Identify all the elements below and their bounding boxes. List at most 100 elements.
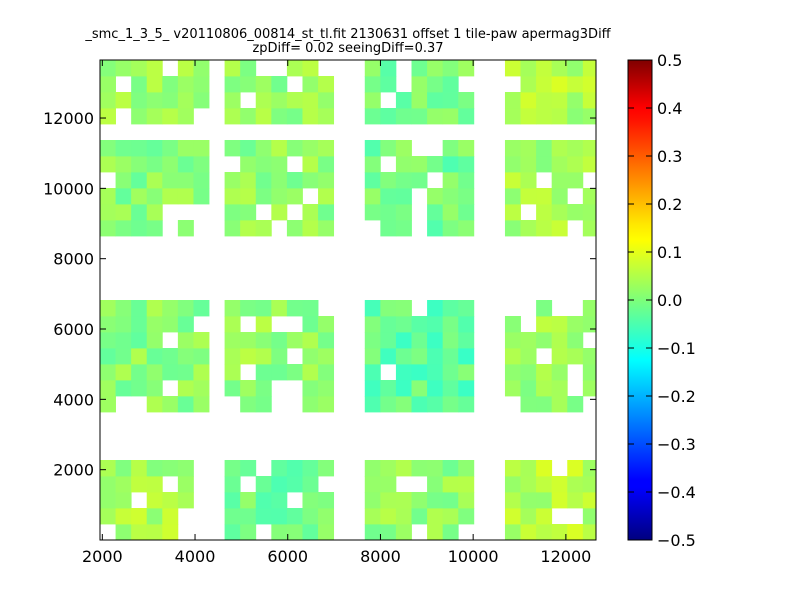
heatmap-cell	[100, 380, 116, 397]
heatmap-cell	[255, 140, 272, 157]
heatmap-cell	[458, 220, 475, 237]
heatmap-cell	[411, 156, 428, 173]
heatmap-cell	[520, 220, 537, 237]
heatmap-cell	[240, 220, 257, 237]
heatmap-cell	[551, 364, 568, 381]
heatmap-cell	[100, 92, 116, 109]
heatmap-cell	[115, 364, 132, 381]
heatmap-cell	[177, 364, 194, 381]
heatmap-cell	[318, 524, 335, 540]
heatmap-cell	[442, 140, 459, 157]
heatmap-cell	[100, 396, 116, 413]
heatmap-cell	[302, 204, 319, 221]
heatmap-cell	[271, 172, 288, 189]
heatmap-cell	[520, 92, 537, 109]
heatmap-cell	[411, 492, 428, 509]
heatmap-cell	[380, 316, 397, 333]
heatmap-cell	[504, 60, 521, 77]
heatmap-cell	[286, 476, 303, 493]
heatmap-cell	[255, 188, 272, 205]
heatmap-cell	[536, 476, 553, 493]
heatmap-cell	[520, 108, 537, 125]
heatmap-cell	[302, 396, 319, 413]
colorbar-tick-label: 0.0	[657, 291, 682, 310]
heatmap-cell	[582, 76, 596, 93]
heatmap-cell	[458, 476, 475, 493]
heatmap-cell	[536, 380, 553, 397]
heatmap-cell	[177, 348, 194, 365]
heatmap-cell	[302, 300, 319, 317]
heatmap-cell	[224, 316, 241, 333]
heatmap-cell	[551, 348, 568, 365]
heatmap-cell	[395, 396, 412, 413]
heatmap-cell	[302, 316, 319, 333]
heatmap-cell	[162, 364, 179, 381]
heatmap-cell	[224, 204, 241, 221]
heatmap-cell	[146, 492, 163, 509]
heatmap-cell	[224, 220, 241, 237]
heatmap-cell	[131, 204, 148, 221]
heatmap-cell	[224, 92, 241, 109]
heatmap-cell	[286, 172, 303, 189]
heatmap-cell	[224, 460, 241, 477]
heatmap-cell	[536, 460, 553, 477]
heatmap-cell	[193, 188, 210, 205]
heatmap-cell	[551, 92, 568, 109]
x-tick-label: 4000	[175, 547, 216, 566]
plot-frame	[99, 59, 597, 541]
heatmap-cell	[271, 348, 288, 365]
heatmap-cell	[146, 476, 163, 493]
heatmap-cell	[224, 476, 241, 493]
heatmap-cell	[395, 220, 412, 237]
heatmap-cell	[582, 156, 596, 173]
heatmap-cell	[286, 108, 303, 125]
heatmap-cell	[427, 348, 444, 365]
heatmap-cell	[318, 364, 335, 381]
heatmap-cell	[442, 156, 459, 173]
heatmap-cell	[271, 76, 288, 93]
heatmap-cell	[567, 76, 584, 93]
heatmap-cell	[286, 364, 303, 381]
heatmap-cell	[551, 140, 568, 157]
heatmap-cell	[427, 460, 444, 477]
colorbar-tick-label: 0.4	[657, 99, 682, 118]
heatmap-cell	[504, 508, 521, 525]
heatmap-cell	[520, 188, 537, 205]
heatmap-cell	[271, 476, 288, 493]
heatmap-cell	[364, 172, 381, 189]
heatmap-cell	[224, 188, 241, 205]
heatmap-cell	[395, 380, 412, 397]
heatmap-cell	[193, 92, 210, 109]
heatmap-cell	[146, 156, 163, 173]
heatmap-cell	[427, 492, 444, 509]
heatmap-cell	[302, 332, 319, 349]
heatmap-cell	[536, 60, 553, 77]
heatmap-cell	[458, 348, 475, 365]
heatmap-cell	[364, 524, 381, 540]
heatmap-cell	[131, 140, 148, 157]
heatmap-cell	[271, 140, 288, 157]
heatmap-cell	[411, 60, 428, 77]
heatmap-cell	[458, 332, 475, 349]
heatmap-cell	[131, 364, 148, 381]
heatmap-cell	[177, 108, 194, 125]
heatmap-cell	[177, 140, 194, 157]
heatmap-cell	[427, 332, 444, 349]
heatmap-cell	[146, 300, 163, 317]
heatmap-cell	[520, 396, 537, 413]
heatmap-cell	[442, 92, 459, 109]
heatmap-cell	[442, 76, 459, 93]
y-tick-label: 10000	[43, 179, 94, 198]
colorbar-tick-label: −0.4	[657, 483, 696, 502]
heatmap-cell	[115, 332, 132, 349]
heatmap-cell	[271, 460, 288, 477]
heatmap-cell	[224, 140, 241, 157]
heatmap-cell	[146, 508, 163, 525]
heatmap-cell	[177, 316, 194, 333]
heatmap-cell	[504, 92, 521, 109]
heatmap-cell	[318, 156, 335, 173]
heatmap-cell	[302, 524, 319, 540]
heatmap-cell	[193, 396, 210, 413]
heatmap-cell	[380, 140, 397, 157]
